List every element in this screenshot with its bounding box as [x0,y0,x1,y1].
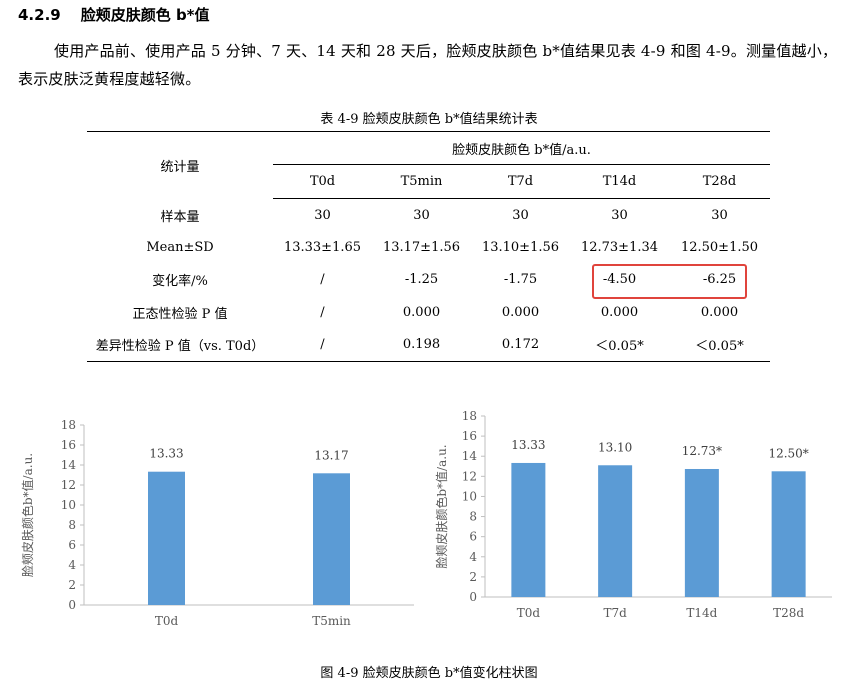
bar [511,462,546,597]
data-label: 13.33 [149,447,183,461]
y-tick-label: 12 [462,469,477,483]
section-title: 脸颊皮肤颜色 b*值 [80,6,210,24]
table-cell: 30 [314,207,331,223]
y-tick-label: 0 [68,598,76,612]
y-tick-label: 6 [469,530,477,544]
table-cell: -6.25 [702,272,737,287]
y-tick-label: 2 [68,578,76,592]
bar [684,468,719,597]
table-cell: 30 [512,207,529,223]
table-cell: 30 [711,207,728,223]
column-header: T5min [372,164,471,199]
data-label: 13.33 [511,438,545,452]
y-tick-label: 0 [469,590,477,604]
table-cell: 13.33±1.65 [283,240,362,255]
row-label: 样本量 [160,209,200,225]
y-tick-label: 2 [469,570,477,584]
y-tick-label: 10 [462,489,477,503]
y-axis-label: 脸颊皮肤颜色b*值/a.u. [434,444,449,568]
data-label: 12.73* [682,444,722,458]
bar [313,473,350,605]
x-tick-label: T0d [517,606,541,620]
row-label: 变化率/% [152,274,208,289]
x-tick-label: T5min [312,614,351,628]
x-tick-label: T14d [686,606,717,620]
y-tick-label: 18 [462,409,477,423]
column-header: T28d [669,164,770,199]
y-tick-label: 6 [68,538,76,552]
table-cell: 12.50±1.50 [680,240,759,255]
y-tick-label: 4 [68,558,76,572]
bar [148,471,185,605]
data-label: 13.17 [314,448,348,462]
table-cell: 0.198 [372,328,471,362]
y-tick-label: 10 [61,498,76,512]
y-tick-label: 16 [61,438,76,452]
y-tick-label: 4 [469,550,477,564]
row-label: Mean±SD [146,240,214,255]
stats-table: 统计量 脸颊皮肤颜色 b*值/a.u. T0d T5min T7d T14d T… [87,131,770,362]
table-caption: 表 4-9 脸颊皮肤颜色 b*值结果统计表 [320,112,538,127]
bar-chart-t5min: 0 2 4 6 8 10 12 14 16 18 脸颊皮肤颜色b*值/a.u. 13.33 T0d 13.… [20,418,414,628]
table-cell: ＜0.05* [669,328,770,362]
x-tick-label: T0d [155,614,179,628]
bar [598,465,633,597]
section-heading: 4.2.9 脸颊皮肤颜色 b*值 [18,4,210,25]
column-header: T7d [471,164,570,199]
highlight-box [592,264,747,299]
bar [771,471,806,597]
table-cell: ＜0.05* [570,328,669,362]
table-cell: -1.25 [404,272,439,287]
figure-caption: 图 4-9 脸颊皮肤颜色 b*值变化柱状图 [320,666,538,681]
table-cell: 0.000 [402,304,441,320]
table-cell: 13.17±1.56 [382,240,461,255]
table-cell: / [273,328,372,362]
y-tick-label: 14 [61,458,77,472]
table-cell: 0.000 [700,304,739,320]
table-row: 差异性检验 P 值（vs. T0d） / 0.198 0.172 ＜0.05* … [87,328,770,362]
row-header: 统计量 [87,131,273,199]
table-cell: 30 [611,207,628,223]
table-cell: 0.000 [501,304,540,320]
data-label: 13.10 [598,440,632,454]
table-cell: 0.000 [600,304,639,320]
y-tick-label: 14 [462,449,478,463]
table-cell: 0.172 [471,328,570,362]
table-cell: / [320,304,325,320]
table-row: Mean±SD 13.33±1.65 13.17±1.56 13.10±1.56… [87,232,770,264]
table-row: 变化率/% / -1.25 -1.75 -4.50 -6.25 [87,264,770,296]
y-tick-label: 16 [462,429,477,443]
table-cell: 13.10±1.56 [481,240,560,255]
x-tick-label: T28d [773,606,804,620]
y-tick-label: 8 [68,518,76,532]
table-row: 样本量 30 30 30 30 30 [87,199,770,232]
y-tick-label: 8 [469,510,477,524]
column-header: T14d [570,164,669,199]
table-cell: / [320,272,325,287]
bar-chart-long-term: 0 2 4 6 8 10 12 14 16 18 脸颊皮肤颜色b*值/a.u. 13.33 T0d 13.… [434,409,832,620]
group-header: 脸颊皮肤颜色 b*值/a.u. [273,131,770,165]
y-axis-label: 脸颊皮肤颜色b*值/a.u. [20,453,35,577]
row-label: 正态性检验 P 值 [132,306,228,322]
table-cell: -1.75 [503,272,538,287]
section-number: 4.2.9 [18,6,61,24]
table-cell: 12.73±1.34 [580,240,659,255]
row-label: 差异性检验 P 值（vs. T0d） [87,328,273,362]
data-label: 12.50* [768,446,808,460]
y-tick-label: 18 [61,418,76,432]
body-paragraph: 使用产品前、使用产品 5 分钟、7 天、14 天和 28 天后，脸颊皮肤颜色 b… [18,42,838,88]
table-cell: 30 [413,207,430,223]
x-tick-label: T7d [603,606,627,620]
table-row: 正态性检验 P 值 / 0.000 0.000 0.000 0.000 [87,296,770,329]
table-cell: -4.50 [602,272,637,287]
column-header: T0d [273,164,372,199]
y-tick-label: 12 [61,478,76,492]
